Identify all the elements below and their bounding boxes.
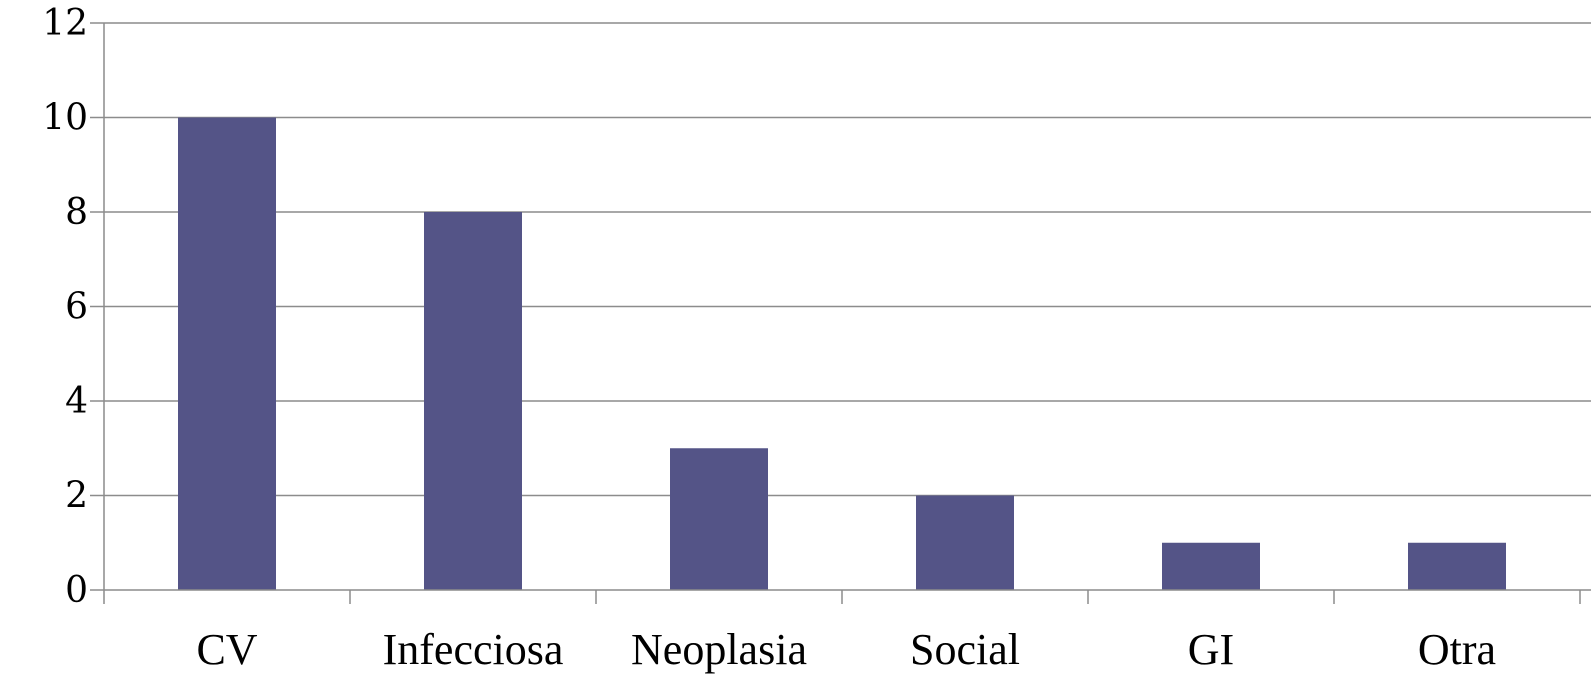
gridlines xyxy=(104,22,1591,497)
y-tick-label: 2 xyxy=(65,476,88,517)
y-tick-label: 12 xyxy=(42,3,88,44)
bar-otra xyxy=(1408,542,1506,590)
bar-social xyxy=(916,495,1014,590)
axes xyxy=(90,22,1591,604)
bar-cv xyxy=(178,117,276,590)
bar-infecciosa xyxy=(424,212,522,590)
bar-gi xyxy=(1162,542,1260,590)
bar-neoplasia xyxy=(670,448,768,590)
x-tick-label-infecciosa: Infecciosa xyxy=(383,625,564,674)
y-tick-label: 4 xyxy=(65,381,88,422)
x-tick-label-gi: GI xyxy=(1188,625,1234,674)
x-tick-label-cv: CV xyxy=(196,625,257,674)
y-tick-label: 8 xyxy=(65,192,88,233)
x-tick-label-neoplasia: Neoplasia xyxy=(631,625,807,674)
x-tick-labels: CV Infecciosa Neoplasia Social GI Otra xyxy=(196,625,1496,674)
y-tick-label: 10 xyxy=(42,98,88,139)
bars xyxy=(178,117,1506,590)
y-tick-label: 6 xyxy=(65,287,88,328)
y-tick-labels: 0 2 4 6 8 10 12 xyxy=(42,3,88,611)
x-tick-label-social: Social xyxy=(910,625,1020,674)
y-tick-label: 0 xyxy=(65,570,88,611)
x-tick-label-otra: Otra xyxy=(1418,625,1496,674)
